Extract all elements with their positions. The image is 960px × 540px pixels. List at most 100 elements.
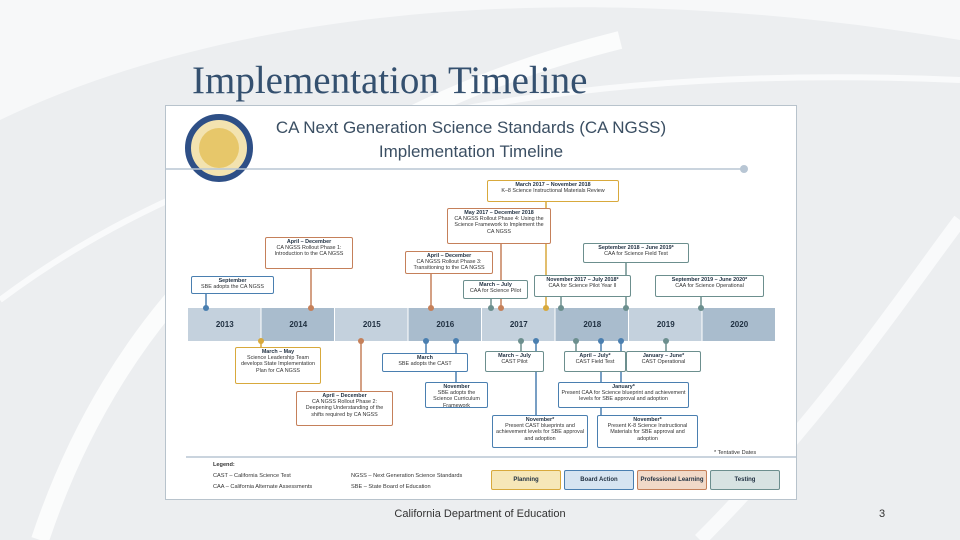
event-text: SBE adopts the CAST	[398, 361, 452, 368]
event-box: March – July CAA for Science Pilot	[463, 280, 528, 299]
year-label: 2018	[583, 320, 602, 329]
year-label: 2013	[215, 320, 234, 329]
event-box: April – December CA NGSS Rollout Phase 3:…	[405, 251, 493, 274]
year-label: 2014	[289, 320, 308, 329]
connector-dot	[573, 338, 579, 344]
connector-dot	[518, 338, 524, 344]
connector-dot	[453, 338, 459, 344]
connector-dot	[488, 305, 494, 311]
year-label: 2020	[730, 320, 749, 329]
footnote: * Tentative Dates	[714, 450, 757, 456]
connector-dot	[428, 305, 434, 311]
event-box: September 2018 – June 2019* CAA for Scien…	[583, 243, 689, 263]
event-text: CAST Pilot	[501, 359, 528, 366]
slide-title: Implementation Timeline	[192, 59, 588, 102]
event-box: November* Present K-8 Science Instruction…	[597, 415, 698, 448]
event-date: April – December	[286, 239, 332, 245]
connector-dot	[203, 305, 209, 311]
event-date: September 2018 – June 2019*	[598, 245, 674, 251]
event-box: November 2017 – July 2018* CAA for Scienc…	[534, 275, 631, 297]
year-cell	[335, 308, 408, 341]
abbreviation: CAST – California Science Test	[213, 473, 291, 479]
event-date: March	[417, 355, 433, 361]
abbreviation: NGSS – Next Generation Science Standards	[351, 473, 463, 479]
year-label: 2015	[362, 320, 381, 329]
event-date: April – July*	[579, 353, 611, 359]
event-date: January – June*	[642, 353, 685, 359]
legend-category: Planning	[491, 470, 561, 490]
abbreviation: CAA – California Alternate Assessments	[213, 484, 313, 490]
connector-dot	[308, 305, 314, 311]
abbreviation: SBE – State Board of Education	[351, 484, 431, 490]
year-label: 2016	[436, 320, 455, 329]
connector-dot	[598, 338, 604, 344]
legend-category: Testing	[710, 470, 780, 490]
event-date: January*	[612, 384, 635, 390]
event-box: March SBE adopts the CAST	[382, 353, 468, 372]
event-box: April – December CA NGSS Rollout Phase 2:…	[296, 391, 393, 426]
event-text: CAST Field Test	[575, 359, 615, 366]
connector-dot	[698, 305, 704, 311]
figure-title: CA Next Generation Science Standards (CA…	[275, 118, 667, 137]
event-date: March – May	[261, 349, 295, 355]
event-text: SBE adopts the CA NGSS	[201, 284, 264, 291]
event-text: Present CAST blueprints and achievement …	[495, 423, 585, 442]
event-date: April – December	[426, 253, 472, 259]
event-text: CA NGSS Rollout Phase 4: Using the Scien…	[454, 216, 544, 235]
connector-dot	[663, 338, 669, 344]
legend-category: Professional Learning	[637, 470, 707, 490]
event-date: November*	[633, 417, 662, 423]
connector-dot	[558, 305, 564, 311]
event-box: March – July CAST Pilot	[485, 351, 544, 372]
year-cell	[408, 308, 481, 341]
event-date: November*	[525, 417, 555, 423]
event-box: March 2017 – November 2018 K–8 Science In…	[487, 180, 619, 202]
event-date: March – July	[479, 282, 512, 288]
event-date: November 2017 – July 2018*	[546, 277, 619, 283]
year-cell	[482, 308, 555, 341]
legend-title: Legend:	[213, 462, 235, 468]
event-text: CAA for Science Pilot	[469, 288, 522, 295]
year-cell	[702, 308, 775, 341]
year-label: 2019	[656, 320, 675, 329]
event-box: November SBE adopts the Science Curriculu…	[425, 382, 488, 408]
event-text: CAA for Science Field Test	[604, 251, 668, 258]
event-text: Science Leadership Team develops State I…	[240, 355, 316, 374]
event-date: September 2019 – June 2020*	[671, 277, 748, 283]
event-box: April – December CA NGSS Rollout Phase 1:…	[265, 237, 353, 269]
figure-subtitle: Implementation Timeline	[378, 142, 564, 161]
event-date: September	[218, 278, 247, 284]
event-text: K–8 Science Instructional Materials Revi…	[501, 188, 605, 195]
event-box: April – July* CAST Field Test	[564, 351, 626, 372]
connector-dot	[543, 305, 549, 311]
event-box: September SBE adopts the CA NGSS	[191, 276, 274, 294]
timeline-figure: CA Next Generation Science Standards (CA…	[165, 105, 797, 500]
event-box: March – May Science Leadership Team devel…	[235, 347, 321, 384]
year-cell	[629, 308, 702, 341]
event-text: CA NGSS Rollout Phase 2: Deepening Under…	[305, 399, 384, 418]
event-date: May 2017 – December 2018	[464, 210, 534, 216]
connector-dot	[258, 338, 264, 344]
event-box: November* Present CAST blueprints and ach…	[492, 415, 588, 448]
event-box: September 2019 – June 2020* CAA for Scien…	[655, 275, 764, 297]
connector-dot	[423, 338, 429, 344]
event-date: April – December	[322, 393, 367, 399]
year-label: 2017	[509, 320, 528, 329]
year-cell	[261, 308, 334, 341]
event-text: CA NGSS Rollout Phase 3: Transitioning t…	[413, 259, 485, 272]
event-date: November	[443, 384, 470, 390]
event-text: CAST Operational	[641, 359, 686, 366]
event-text: SBE adopts the Science Curriculum Framew…	[433, 390, 480, 408]
event-date: March 2017 – November 2018	[515, 182, 591, 188]
footer: California Department of Education	[394, 508, 566, 520]
legend-category: Board Action	[564, 470, 634, 490]
year-cell	[555, 308, 628, 341]
event-text: Present K-8 Science Instructional Materi…	[607, 423, 688, 442]
event-text: CA NGSS Rollout Phase 1: Introduction to…	[274, 245, 344, 258]
year-cell	[188, 308, 261, 341]
event-box: January* Present CAA for Science blueprin…	[558, 382, 689, 408]
page-number: 3	[878, 508, 886, 520]
connector-dot	[533, 338, 539, 344]
event-box: May 2017 – December 2018 CA NGSS Rollout …	[447, 208, 551, 244]
